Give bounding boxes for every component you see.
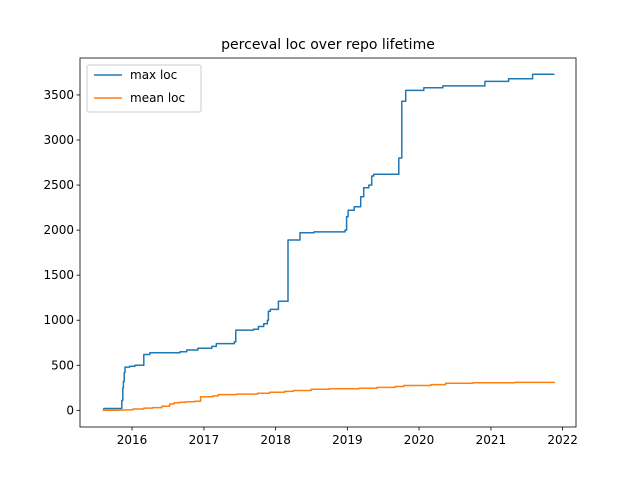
series-line-max-loc (102, 73, 555, 412)
legend-label-mean-loc: mean loc (130, 91, 185, 105)
y-tick-label-3500: 3500 (43, 88, 74, 102)
x-tick-label-2019: 2019 (332, 433, 363, 447)
y-tick-label-2000: 2000 (43, 223, 74, 237)
y-axis: 0 500 1000 1500 2000 2500 3000 3500 (43, 88, 80, 417)
legend: max loc mean loc (86, 64, 202, 113)
y-tick-label-1000: 1000 (43, 313, 74, 327)
x-tick-label-2020: 2020 (404, 433, 435, 447)
x-tick-label-2022: 2022 (547, 433, 578, 447)
plot-area (80, 58, 576, 427)
series-line-mean-loc (102, 381, 556, 412)
series-layer (102, 73, 556, 412)
y-tick-label-1500: 1500 (43, 268, 74, 282)
x-tick-label-2018: 2018 (260, 433, 291, 447)
y-tick-label-2500: 2500 (43, 178, 74, 192)
y-tick-label-500: 500 (51, 358, 74, 372)
legend-label-max-loc: max loc (130, 68, 177, 82)
x-axis: 2016 2017 2018 2019 2020 2021 2022 (117, 427, 578, 447)
y-tick-label-0: 0 (66, 403, 74, 417)
x-tick-label-2021: 2021 (476, 433, 507, 447)
y-tick-label-3000: 3000 (43, 133, 74, 147)
plot-frame (79, 57, 577, 428)
chart-title: perceval loc over repo lifetime (221, 37, 435, 53)
x-tick-label-2016: 2016 (117, 433, 148, 447)
legend-box (86, 64, 202, 113)
x-tick-label-2017: 2017 (189, 433, 220, 447)
